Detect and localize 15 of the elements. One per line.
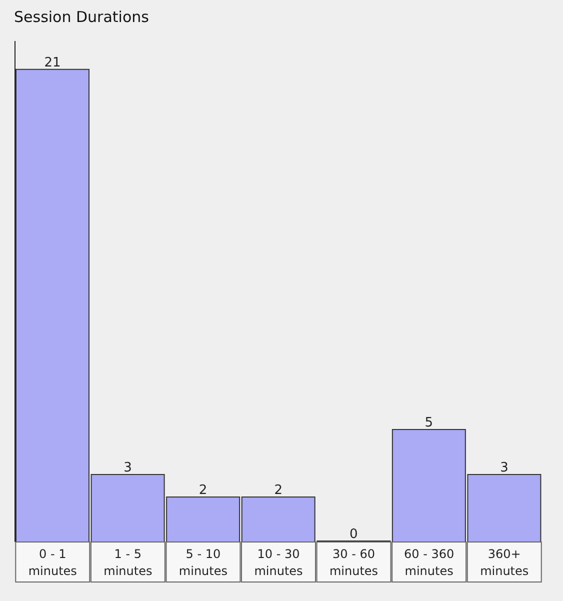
data-label: 2 bbox=[198, 482, 208, 498]
chart-title: Session Durations bbox=[14, 8, 149, 26]
x-tick-label: 1 - 5 minutes bbox=[104, 547, 152, 578]
data-label: 5 bbox=[424, 415, 434, 430]
data-label: 21 bbox=[44, 55, 61, 70]
data-label: 3 bbox=[124, 460, 132, 476]
data-label: 2 bbox=[274, 482, 282, 498]
x-tick-label: 0 - 1 minutes bbox=[28, 547, 77, 578]
x-tick-label: 10 - 30 minutes bbox=[254, 547, 303, 578]
x-tick-label: 60 - 360 minutes bbox=[404, 547, 454, 578]
x-tick-label: 5 - 10 minutes bbox=[178, 547, 228, 578]
x-tick-label: 360+ minutes bbox=[480, 547, 529, 578]
data-label: 0 bbox=[350, 527, 358, 542]
data-label: 3 bbox=[500, 460, 508, 476]
x-tick-label: 30 - 60 minutes bbox=[329, 547, 378, 578]
